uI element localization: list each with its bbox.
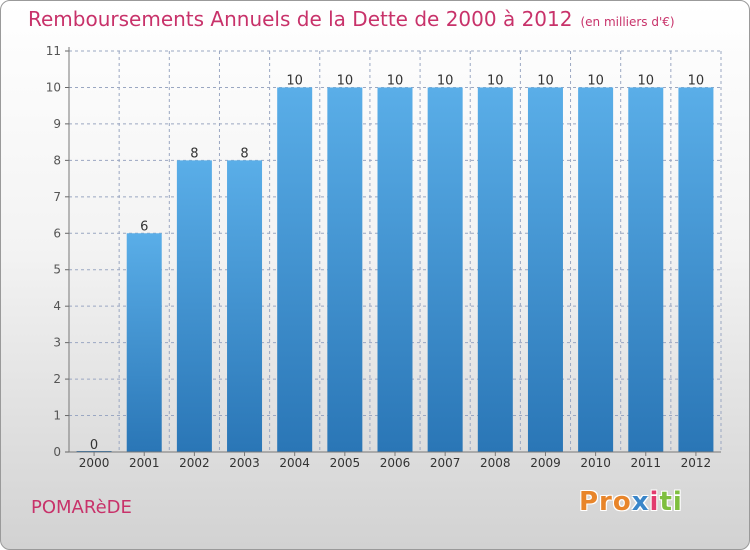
bar-2012 xyxy=(678,87,714,453)
x-tick-label: 2006 xyxy=(380,456,411,470)
x-tick-label: 2000 xyxy=(79,456,110,470)
data-label: 6 xyxy=(140,219,148,234)
x-tick-label: 2010 xyxy=(580,456,611,470)
bar-2008 xyxy=(477,87,513,453)
y-tick-label: 1 xyxy=(53,409,61,423)
y-tick-label: 7 xyxy=(53,190,61,204)
data-label: 10 xyxy=(537,73,554,88)
x-tick-label: 2003 xyxy=(229,456,260,470)
chart-title: Remboursements Annuels de la Dette de 20… xyxy=(28,7,675,31)
y-tick-label: 2 xyxy=(53,372,61,386)
bars xyxy=(76,87,714,453)
y-tick-label: 9 xyxy=(53,117,61,131)
bar-2001 xyxy=(126,233,162,452)
x-tick-label: 2012 xyxy=(681,456,712,470)
labels: 0 1 2 3 4 5 6 7 8 9 10 11 0 2000 6 2001 8 2002 8 2003 10 2004… xyxy=(46,44,711,470)
logo-part: x xyxy=(631,487,650,517)
y-tick-label: 0 xyxy=(53,445,61,459)
x-tick-label: 2005 xyxy=(330,456,361,470)
y-tick-label: 4 xyxy=(53,299,61,313)
x-tick-label: 2001 xyxy=(129,456,160,470)
bar-2003 xyxy=(227,160,263,452)
bar-2002 xyxy=(176,160,212,452)
data-label: 10 xyxy=(487,73,504,88)
axes xyxy=(65,47,721,456)
y-tick-label: 8 xyxy=(53,153,61,167)
logo-part: Pro xyxy=(579,487,632,517)
data-label: 10 xyxy=(637,73,654,88)
bar-2006 xyxy=(377,87,413,453)
y-tick-label: 11 xyxy=(46,44,61,58)
y-tick-label: 6 xyxy=(53,226,61,240)
bar-2007 xyxy=(427,87,463,453)
y-tick-label: 5 xyxy=(53,263,61,277)
commune-name: POMARèDE xyxy=(31,497,132,518)
data-label: 10 xyxy=(286,73,303,88)
data-label: 10 xyxy=(337,73,354,88)
y-tick-label: 3 xyxy=(53,336,61,350)
unit-label: (en milliers d'€) xyxy=(580,15,675,29)
logo-part: i xyxy=(649,487,660,517)
data-label: 10 xyxy=(387,73,404,88)
bar-2011 xyxy=(628,87,664,453)
x-tick-label: 2004 xyxy=(279,456,310,470)
title-text: Remboursements Annuels de la Dette de 20… xyxy=(28,7,573,31)
x-tick-label: 2002 xyxy=(179,456,210,470)
bar-2010 xyxy=(578,87,614,453)
x-tick-label: 2008 xyxy=(480,456,511,470)
bar-2004 xyxy=(277,87,313,453)
logo-part: ti xyxy=(659,487,683,517)
data-label: 10 xyxy=(587,73,604,88)
y-tick-label: 10 xyxy=(46,80,61,94)
x-tick-label: 2011 xyxy=(630,456,661,470)
data-label: 10 xyxy=(437,73,454,88)
x-tick-label: 2007 xyxy=(430,456,461,470)
x-tick-label: 2009 xyxy=(530,456,561,470)
data-label: 8 xyxy=(190,146,198,161)
data-label: 10 xyxy=(688,73,705,88)
data-label: 8 xyxy=(240,146,248,161)
proxiti-logo: Proxiti xyxy=(579,487,683,517)
data-label: 0 xyxy=(90,438,98,453)
bar-2005 xyxy=(327,87,363,453)
bar-2009 xyxy=(527,87,563,453)
